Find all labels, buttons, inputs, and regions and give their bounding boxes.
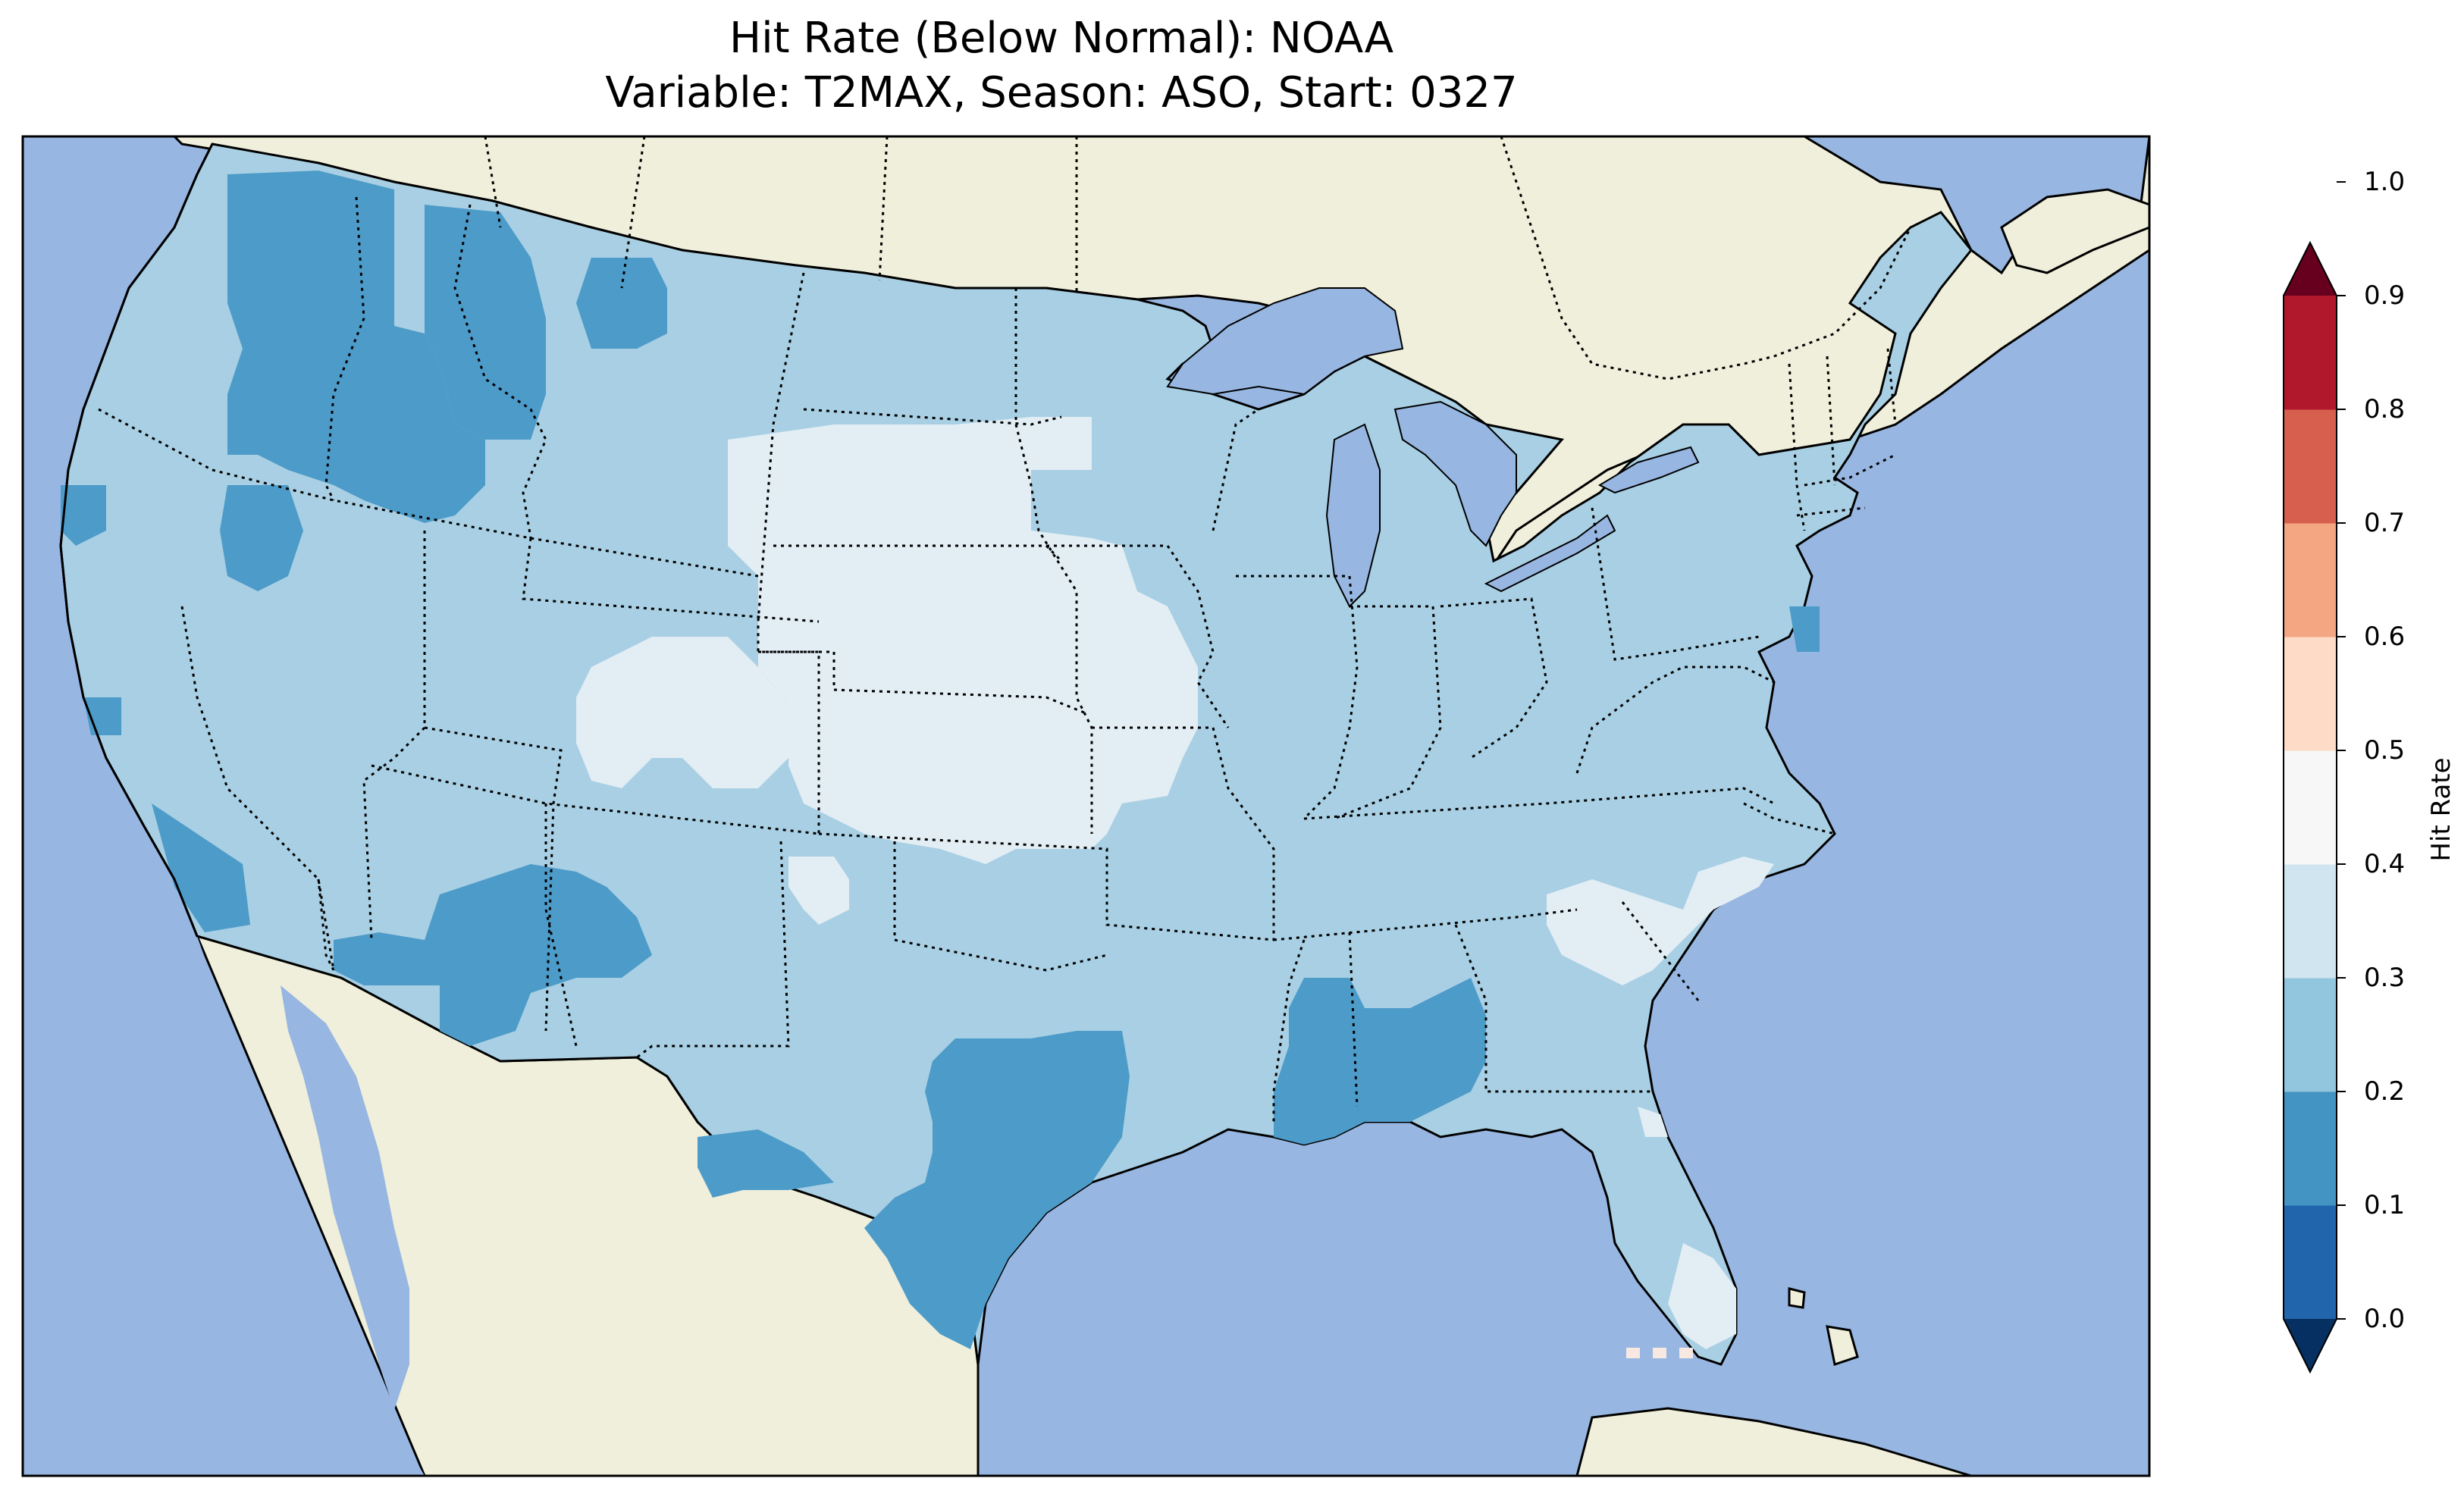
hitrate-0.4-0.5-patch-florida bbox=[1668, 1243, 1736, 1349]
hitrate-0.2-0.3-patch-texas bbox=[864, 1031, 1130, 1349]
colorbar-segment bbox=[2284, 296, 2337, 410]
hitrate-0.4-0.5-patch-colorado bbox=[576, 637, 788, 788]
lake-huron bbox=[1393, 400, 1517, 547]
colorbar bbox=[2283, 181, 2346, 1374]
bahamas-island bbox=[1826, 1325, 1859, 1366]
lake-erie bbox=[1484, 514, 1616, 593]
hitrate-0.4-0.5-patch-iowa bbox=[1031, 531, 1137, 606]
hitrate-0.2-0.3-patch-northwest bbox=[227, 171, 485, 523]
colorbar-tick-label: 0.9 bbox=[2364, 280, 2406, 311]
colorbar-label: Hit Rate bbox=[2426, 757, 2456, 862]
colorbar-tick-label: 0.0 bbox=[2364, 1304, 2406, 1334]
colorbar-extend-bottom bbox=[2284, 1319, 2337, 1372]
gulf-of-california bbox=[281, 985, 409, 1410]
colorbar-tick-label: 0.6 bbox=[2364, 622, 2406, 652]
colorbar-segment bbox=[2284, 750, 2337, 865]
colorbar-segment bbox=[2284, 523, 2337, 637]
hitrate-0.5-0.6-keys-2 bbox=[1653, 1348, 1666, 1358]
colorbar-tick-label: 0.4 bbox=[2364, 849, 2406, 879]
hitrate-0.2-0.3-patch-calcoast bbox=[61, 485, 106, 546]
chart-subtitle: Variable: T2MAX, Season: ASO, Start: 032… bbox=[605, 68, 1518, 117]
state-borders bbox=[98, 136, 1912, 1122]
hitrate-0.2-0.3-patch-arizona bbox=[334, 864, 652, 1046]
colorbar-segment bbox=[2284, 409, 2337, 524]
colorbar-tick-label: 0.2 bbox=[2364, 1076, 2406, 1107]
colorbar-tick-label: 0.7 bbox=[2364, 508, 2406, 538]
hitrate-0.2-0.3-patch-oregon bbox=[220, 485, 303, 591]
colorbar-tick-label: 1.0 bbox=[2364, 167, 2406, 197]
colorbar-segment bbox=[2284, 864, 2337, 979]
hitrate-0.4-0.5-patch-plains bbox=[728, 417, 1198, 864]
lake-ontario bbox=[1597, 446, 1700, 494]
lake-michigan bbox=[1325, 423, 1381, 608]
hitrate-0.2-0.3-patch-montana bbox=[576, 258, 667, 349]
hitrate-0.4-0.5-patch-florida-panhandle bbox=[1638, 1107, 1668, 1137]
colorbar-segment bbox=[2284, 978, 2337, 1092]
cuba-land bbox=[1575, 1407, 1972, 1476]
bahamas-island-2 bbox=[1788, 1287, 1806, 1309]
colorbar-tick-label: 0.3 bbox=[2364, 963, 2406, 993]
colorbar-tick-label: 0.1 bbox=[2364, 1190, 2406, 1220]
lake-superior bbox=[1166, 287, 1404, 396]
colorbar-extend-top bbox=[2284, 243, 2337, 296]
colorbar-segment bbox=[2284, 1092, 2337, 1206]
colorbar-tick-label: 0.5 bbox=[2364, 735, 2406, 766]
hitrate-0.2-0.3-patch-newjersey bbox=[1789, 606, 1820, 652]
hitrate-0.5-0.6-keys-1 bbox=[1626, 1348, 1640, 1358]
colorbar-segment bbox=[2284, 637, 2337, 751]
hitrate-0.2-0.3-patch-westtexas bbox=[698, 1129, 834, 1198]
colorbar-segment bbox=[2284, 1205, 2337, 1320]
hitrate-0.4-0.5-patch-carolinas bbox=[1547, 857, 1774, 985]
hitrate-0.5-0.6-keys-3 bbox=[1679, 1348, 1693, 1358]
colorbar-tick-label: 0.8 bbox=[2364, 394, 2406, 424]
hitrate-0.2-0.3-patch-idaho bbox=[425, 205, 546, 440]
map-frame bbox=[21, 135, 2151, 1477]
pacific-west-of-baja bbox=[23, 936, 425, 1476]
hitrate-0.2-0.3-patch-mississippi bbox=[1274, 978, 1486, 1145]
nova-scotia-land bbox=[2000, 188, 2149, 274]
hitrate-0.2-0.3-patch-calcoast2 bbox=[152, 803, 250, 932]
hitrate-0.4-0.5-patch-nm bbox=[788, 857, 849, 925]
chart-title: Hit Rate (Below Normal): NOAA bbox=[729, 14, 1394, 63]
west-coastline bbox=[59, 143, 214, 937]
